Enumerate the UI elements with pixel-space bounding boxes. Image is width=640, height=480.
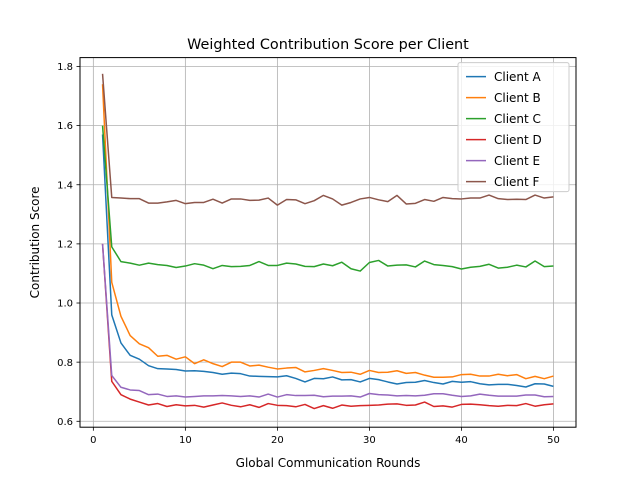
x-tick-label: 40 <box>455 435 468 446</box>
y-tick-label: 1.4 <box>57 180 73 191</box>
x-tick-label: 50 <box>547 435 560 446</box>
y-tick-label: 1.2 <box>57 239 73 250</box>
x-axis-ticks: 0 10 20 30 40 50 <box>90 427 560 446</box>
legend-label-client-e: Client E <box>494 154 540 168</box>
series-lines <box>101 73 554 410</box>
plot-frame <box>79 57 577 428</box>
legend-label-client-d: Client D <box>494 133 542 147</box>
legend-label-client-b: Client B <box>494 91 541 105</box>
y-axis-label: Contribution Score <box>28 186 42 298</box>
series-line-client-e <box>101 243 554 398</box>
chart-title: Weighted Contribution Score per Client <box>187 37 469 53</box>
y-axis-ticks: 0.6 0.8 1.0 1.2 1.4 1.6 1.8 <box>57 62 80 428</box>
series-line-client-a <box>101 134 554 388</box>
y-tick-label: 1.0 <box>57 299 73 310</box>
legend-label-client-c: Client C <box>494 112 541 126</box>
y-tick-label: 1.8 <box>57 62 73 73</box>
y-tick-label: 0.8 <box>57 358 73 369</box>
x-tick-label: 30 <box>363 435 376 446</box>
y-tick-label: 0.6 <box>57 417 73 428</box>
x-axis-label: Global Communication Rounds <box>236 456 421 470</box>
legend: Client A Client B Client C Client D Client E… <box>457 62 570 193</box>
x-tick-label: 10 <box>179 435 192 446</box>
legend-label-client-a: Client A <box>494 70 542 84</box>
series-line-client-f <box>101 73 554 206</box>
series-line-client-d <box>101 243 554 410</box>
series-line-client-b <box>101 84 554 380</box>
x-tick-label: 20 <box>271 435 284 446</box>
series-line-client-c <box>101 125 554 272</box>
legend-box <box>457 62 570 193</box>
x-tick-label: 0 <box>90 435 96 446</box>
y-tick-label: 1.6 <box>57 121 73 132</box>
legend-label-client-f: Client F <box>494 175 540 189</box>
